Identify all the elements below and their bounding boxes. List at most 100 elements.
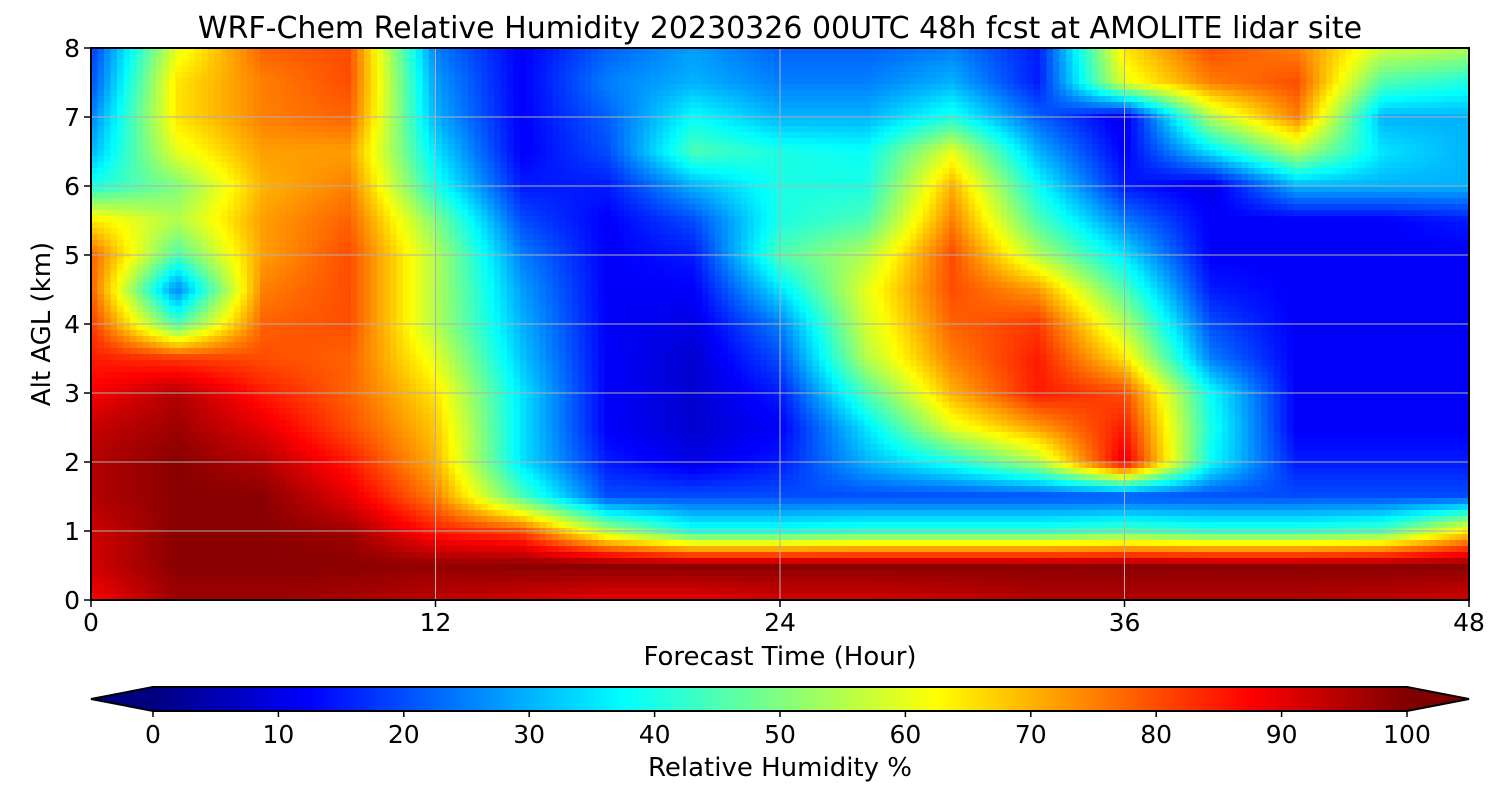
heatmap-cell <box>260 120 268 127</box>
heatmap-cell <box>143 48 151 55</box>
heatmap-cell <box>780 96 788 103</box>
heatmap-cell <box>734 186 742 193</box>
heatmap-cell <box>370 72 378 79</box>
heatmap-cell <box>136 84 144 91</box>
heatmap-cell <box>1332 180 1340 187</box>
heatmap-cell <box>1293 162 1301 169</box>
heatmap-cell <box>422 78 430 85</box>
heatmap-cell <box>494 138 502 145</box>
heatmap-cell <box>377 108 385 115</box>
heatmap-cell <box>188 54 196 61</box>
heatmap-cell <box>949 120 957 127</box>
heatmap-cell <box>1378 72 1386 79</box>
heatmap-cell <box>422 48 430 55</box>
heatmap-cell <box>650 78 658 85</box>
heatmap-cell <box>1189 162 1197 169</box>
heatmap-cell <box>936 54 944 61</box>
heatmap-cell <box>520 108 528 115</box>
heatmap-cell <box>1241 66 1249 73</box>
heatmap-cell <box>1456 90 1464 97</box>
heatmap-cell <box>123 186 131 193</box>
heatmap-cell <box>1040 72 1048 79</box>
heatmap-cell <box>325 156 333 163</box>
heatmap-cell <box>104 132 112 139</box>
heatmap-cell <box>786 72 794 79</box>
heatmap-cell <box>533 78 541 85</box>
heatmap-cell <box>1215 120 1223 127</box>
heatmap-cell <box>884 144 892 151</box>
heatmap-cell <box>864 90 872 97</box>
heatmap-cell <box>520 120 528 127</box>
heatmap-cell <box>871 174 879 181</box>
heatmap-cell <box>890 84 898 91</box>
heatmap-cell <box>747 138 755 145</box>
heatmap-cell <box>1118 48 1126 55</box>
heatmap-cell <box>1358 60 1366 67</box>
heatmap-cell <box>578 162 586 169</box>
heatmap-cell <box>312 174 320 181</box>
heatmap-cell <box>149 54 157 61</box>
heatmap-cell <box>942 54 950 61</box>
heatmap-cell <box>1365 144 1373 151</box>
heatmap-cell <box>175 156 183 163</box>
heatmap-cell <box>1443 60 1451 67</box>
heatmap-cell <box>871 138 879 145</box>
heatmap-cell <box>429 54 437 61</box>
heatmap-cell <box>695 78 703 85</box>
heatmap-cell <box>188 96 196 103</box>
heatmap-cell <box>1423 174 1431 181</box>
heatmap-cell <box>975 180 983 187</box>
heatmap-cell <box>1053 132 1061 139</box>
heatmap-cell <box>305 186 313 193</box>
heatmap-cell <box>1105 168 1113 175</box>
heatmap-cell <box>695 168 703 175</box>
heatmap-cell <box>715 66 723 73</box>
heatmap-cell <box>890 150 898 157</box>
heatmap-cell <box>1027 138 1035 145</box>
heatmap-cell <box>1131 144 1139 151</box>
heatmap-cell <box>1105 120 1113 127</box>
heatmap-cell <box>331 132 339 139</box>
heatmap-cell <box>910 90 918 97</box>
heatmap-cell <box>1157 162 1165 169</box>
heatmap-cell <box>1241 90 1249 97</box>
heatmap-cell <box>1189 78 1197 85</box>
heatmap-cell <box>988 60 996 67</box>
heatmap-cell <box>312 72 320 79</box>
heatmap-cell <box>1209 156 1217 163</box>
heatmap-cell <box>656 126 664 133</box>
heatmap-cell <box>1261 162 1269 169</box>
heatmap-cell <box>1417 60 1425 67</box>
heatmap-cell <box>572 54 580 61</box>
heatmap-cell <box>1443 96 1451 103</box>
heatmap-cell <box>1027 108 1035 115</box>
heatmap-cell <box>1410 102 1418 109</box>
heatmap-cell <box>110 126 118 133</box>
heatmap-cell <box>793 78 801 85</box>
heatmap-cell <box>942 168 950 175</box>
heatmap-cell <box>1053 54 1061 61</box>
heatmap-cell <box>117 84 125 91</box>
heatmap-cell <box>715 72 723 79</box>
heatmap-cell <box>325 78 333 85</box>
heatmap-cell <box>1157 84 1165 91</box>
heatmap-cell <box>1417 102 1425 109</box>
heatmap-cell <box>988 156 996 163</box>
heatmap-cell <box>1358 180 1366 187</box>
heatmap-cell <box>1014 162 1022 169</box>
heatmap-cell <box>968 156 976 163</box>
heatmap-cell <box>565 72 573 79</box>
heatmap-cell <box>97 186 105 193</box>
heatmap-cell <box>643 102 651 109</box>
heatmap-cell <box>520 180 528 187</box>
heatmap-cell <box>182 120 190 127</box>
heatmap-cell <box>1384 84 1392 91</box>
heatmap-cell <box>1124 150 1132 157</box>
heatmap-cell <box>754 108 762 115</box>
heatmap-cell <box>598 138 606 145</box>
heatmap-cell <box>1046 180 1054 187</box>
heatmap-cell <box>773 150 781 157</box>
heatmap-cell <box>409 180 417 187</box>
heatmap-cell <box>611 54 619 61</box>
heatmap-cell <box>279 162 287 169</box>
